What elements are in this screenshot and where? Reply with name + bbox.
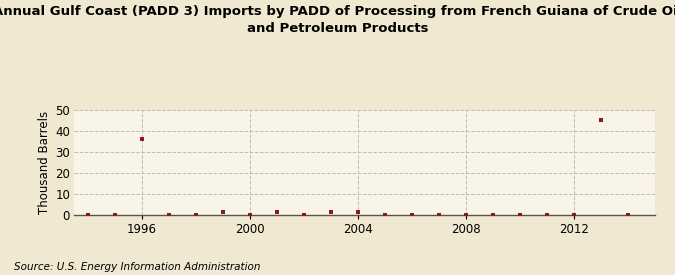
Point — [568, 212, 579, 217]
Point — [406, 212, 417, 217]
Text: Source: U.S. Energy Information Administration: Source: U.S. Energy Information Administ… — [14, 262, 260, 272]
Point — [298, 212, 309, 217]
Point — [163, 212, 174, 217]
Point — [55, 212, 66, 217]
Point — [595, 118, 606, 123]
Point — [244, 212, 255, 217]
Point — [460, 212, 471, 217]
Point — [352, 210, 363, 214]
Point — [514, 212, 525, 217]
Point — [379, 212, 390, 217]
Point — [136, 137, 147, 141]
Point — [190, 212, 201, 217]
Point — [82, 212, 93, 217]
Point — [622, 212, 633, 217]
Y-axis label: Thousand Barrels: Thousand Barrels — [38, 111, 51, 214]
Point — [487, 212, 498, 217]
Text: Annual Gulf Coast (PADD 3) Imports by PADD of Processing from French Guiana of C: Annual Gulf Coast (PADD 3) Imports by PA… — [0, 6, 675, 35]
Point — [217, 210, 228, 214]
Point — [325, 210, 336, 214]
Point — [541, 212, 552, 217]
Point — [109, 212, 120, 217]
Point — [433, 212, 444, 217]
Point — [271, 210, 282, 214]
